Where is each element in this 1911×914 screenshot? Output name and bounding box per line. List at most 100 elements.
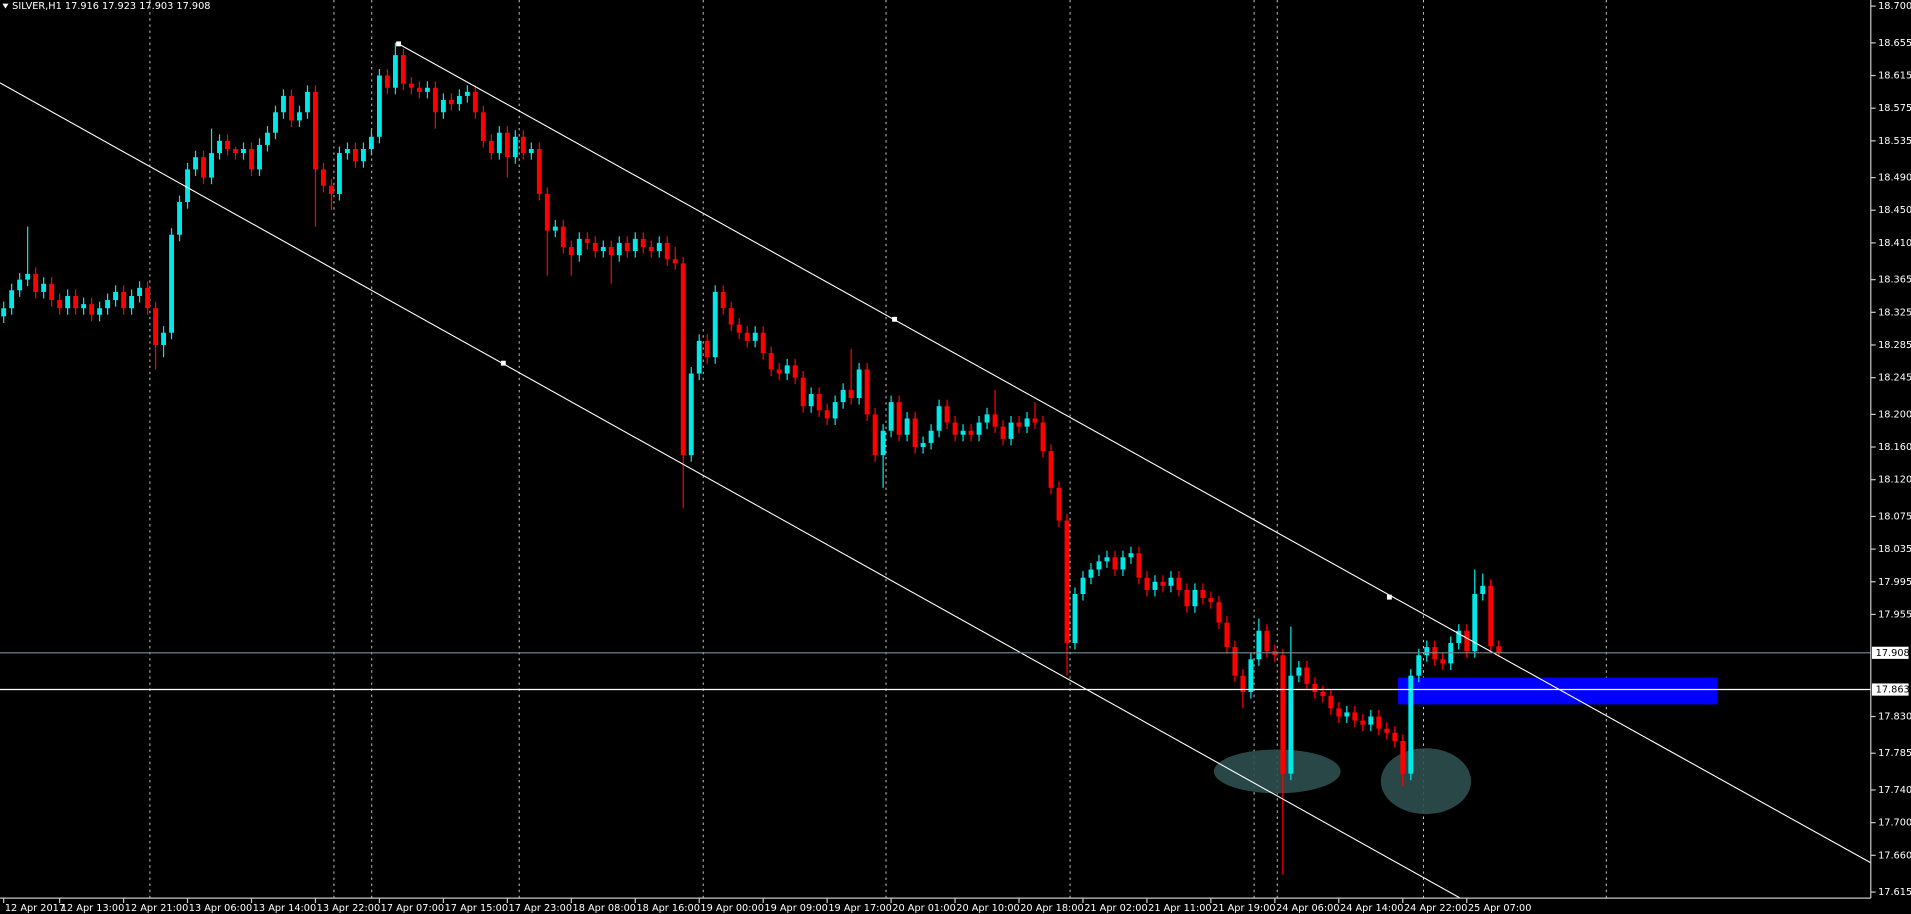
candle-body xyxy=(169,234,174,333)
y-tick-label: 18.200 xyxy=(1878,409,1911,420)
candle-body xyxy=(1336,708,1342,717)
y-tick-label: 18.490 xyxy=(1878,173,1911,184)
candle-body xyxy=(1240,675,1246,692)
candle-body xyxy=(480,112,486,141)
candle-body xyxy=(872,414,878,456)
candle-body xyxy=(864,369,870,415)
y-tick-label: 17.785 xyxy=(1878,748,1911,759)
candle-body xyxy=(736,324,742,333)
candle-body xyxy=(1232,647,1238,676)
candle-body xyxy=(744,332,750,341)
axes: 18.700 18.655 18.615 18.575 18.535 18.490 18.4… xyxy=(3,1,1911,914)
candle-body xyxy=(448,100,454,105)
candle-body xyxy=(1328,696,1334,709)
price-label: 17.908 xyxy=(1876,648,1910,659)
candle-body xyxy=(73,295,79,309)
candle-body xyxy=(416,87,422,92)
candle-body xyxy=(1144,577,1150,590)
x-tick-label: 25 Apr 07:00 xyxy=(1468,903,1531,914)
anchor xyxy=(396,41,401,47)
candle-body xyxy=(233,149,238,154)
price-label-box xyxy=(1872,683,1909,696)
candle-body xyxy=(816,393,822,411)
candle-body xyxy=(944,406,950,423)
x-tick-label: 20 Apr 01:00 xyxy=(892,903,955,914)
y-tick-label: 17.830 xyxy=(1878,711,1911,722)
candle-body xyxy=(712,291,718,358)
candle-body xyxy=(145,287,151,309)
y-tick-label: 18.120 xyxy=(1878,475,1911,486)
candle-body xyxy=(1104,557,1110,562)
y-tick-label: 18.450 xyxy=(1878,205,1911,216)
header-text: SILVER,H1 17.916 17.923 17.903 17.908 xyxy=(12,1,210,12)
x-tick-label: 17 Apr 07:00 xyxy=(381,903,444,914)
x-tick-label: 24 Apr 14:00 xyxy=(1340,903,1403,914)
candle-body xyxy=(1360,720,1366,725)
y-tick-label: 18.655 xyxy=(1878,38,1911,49)
x-tick-label: 17 Apr 15:00 xyxy=(445,903,508,914)
candle-body xyxy=(800,377,806,407)
candle-body xyxy=(688,373,694,456)
candle-body xyxy=(241,149,246,154)
candle-body xyxy=(408,83,414,88)
x-tick-label: 12 Apr 21:00 xyxy=(125,903,188,914)
candle-body xyxy=(1072,594,1078,644)
candle-body xyxy=(376,75,382,137)
y-tick-label: 17.995 xyxy=(1878,577,1911,588)
candle-body xyxy=(1368,716,1374,725)
y-tick-label: 17.660 xyxy=(1878,850,1911,861)
candle-body xyxy=(968,430,974,435)
x-tick-label: 19 Apr 00:00 xyxy=(700,903,763,914)
candle-body xyxy=(392,55,398,88)
candle-body xyxy=(1184,589,1190,607)
x-tick-label: 20 Apr 18:00 xyxy=(1020,903,1083,914)
y-tick-label: 18.535 xyxy=(1878,136,1911,147)
x-tick-label: 18 Apr 08:00 xyxy=(573,903,636,914)
candle-body xyxy=(1280,655,1286,774)
y-tick-label: 17.955 xyxy=(1878,609,1911,620)
candle-body xyxy=(1312,683,1318,692)
candle-body xyxy=(1152,581,1158,590)
candle-body xyxy=(752,332,758,341)
ellipse-marker xyxy=(1213,749,1341,794)
x-tick-label: 12 Apr 2017 xyxy=(5,903,65,914)
zone-rectangle xyxy=(1397,677,1718,705)
candle-body xyxy=(432,87,438,113)
x-tick-label: 13 Apr 22:00 xyxy=(317,903,380,914)
candle-body xyxy=(1496,646,1502,653)
candle-body xyxy=(1056,487,1062,521)
candle-body xyxy=(65,295,71,309)
y-tick-label: 18.575 xyxy=(1878,103,1911,114)
candle-body xyxy=(17,279,23,291)
candle-body xyxy=(384,75,390,88)
candle-body xyxy=(161,332,166,345)
candle-body xyxy=(664,242,670,260)
candle-body xyxy=(584,238,590,243)
candle-body xyxy=(225,140,230,150)
candle-body xyxy=(992,414,998,427)
candle-body xyxy=(1456,630,1462,644)
candle-body xyxy=(896,402,902,435)
candle-body xyxy=(273,112,278,133)
candle-body xyxy=(1064,520,1070,644)
candle-body xyxy=(1120,557,1126,570)
candle-body xyxy=(624,242,630,252)
candle-body xyxy=(512,136,518,158)
header-low: 17.903 xyxy=(139,1,173,12)
candle-body xyxy=(672,259,678,264)
candles xyxy=(1,42,1502,875)
anchor xyxy=(500,360,506,366)
candle-body xyxy=(456,95,462,105)
x-tick-label: 19 Apr 09:00 xyxy=(764,903,827,914)
candle-body xyxy=(257,144,262,170)
candle-body xyxy=(1352,712,1358,721)
candle-body xyxy=(1040,422,1046,452)
candle-body xyxy=(552,226,558,231)
candle-body xyxy=(848,389,854,399)
candle-body xyxy=(888,402,894,431)
candle-body xyxy=(1480,585,1486,595)
candle-body xyxy=(504,132,510,158)
candle-body xyxy=(720,291,726,309)
candle-body xyxy=(1488,585,1494,647)
